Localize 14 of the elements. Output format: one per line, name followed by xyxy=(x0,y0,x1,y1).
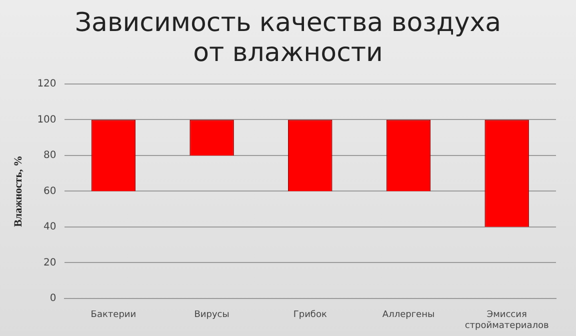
y-tick-label: 20 xyxy=(44,257,56,268)
y-tick-label: 80 xyxy=(44,150,56,162)
x-tick-label: Аллергены xyxy=(382,310,435,320)
y-tick-label: 60 xyxy=(44,186,56,197)
y-tick-label: 100 xyxy=(37,114,56,126)
x-tick-label: Вирусы xyxy=(194,310,230,320)
chart-title: Зависимость качества воздуха от влажности xyxy=(74,8,502,68)
y-tick-label: 120 xyxy=(37,78,56,90)
x-tick-label: Грибок xyxy=(293,310,328,320)
y-tick-label: 0 xyxy=(50,292,56,304)
y-tick-label: 40 xyxy=(44,222,56,233)
x-tick-label: Эмиссия стройматериалов xyxy=(464,310,549,331)
x-tick-label: Бактерии xyxy=(90,310,136,320)
y-axis-title: Влажность, % xyxy=(12,155,24,227)
